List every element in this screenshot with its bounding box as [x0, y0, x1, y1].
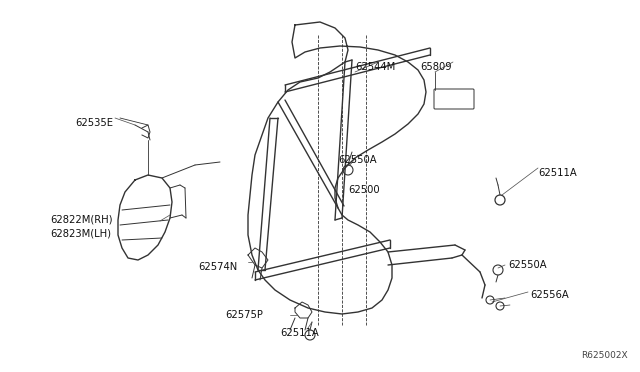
Text: 62511A: 62511A [280, 328, 319, 338]
Text: 62575P: 62575P [225, 310, 263, 320]
Text: 62544M: 62544M [355, 62, 396, 72]
Text: 62822M(RH): 62822M(RH) [50, 215, 113, 225]
Text: 62574N: 62574N [198, 262, 237, 272]
Text: 62550A: 62550A [508, 260, 547, 270]
Text: 65809: 65809 [420, 62, 452, 72]
Text: 62500: 62500 [348, 185, 380, 195]
Text: 62511A: 62511A [538, 168, 577, 178]
Text: R625002X: R625002X [581, 351, 628, 360]
Text: 62823M(LH): 62823M(LH) [50, 228, 111, 238]
Text: 62550A: 62550A [338, 155, 376, 165]
Text: 62556A: 62556A [530, 290, 569, 300]
Text: 62535E: 62535E [75, 118, 113, 128]
